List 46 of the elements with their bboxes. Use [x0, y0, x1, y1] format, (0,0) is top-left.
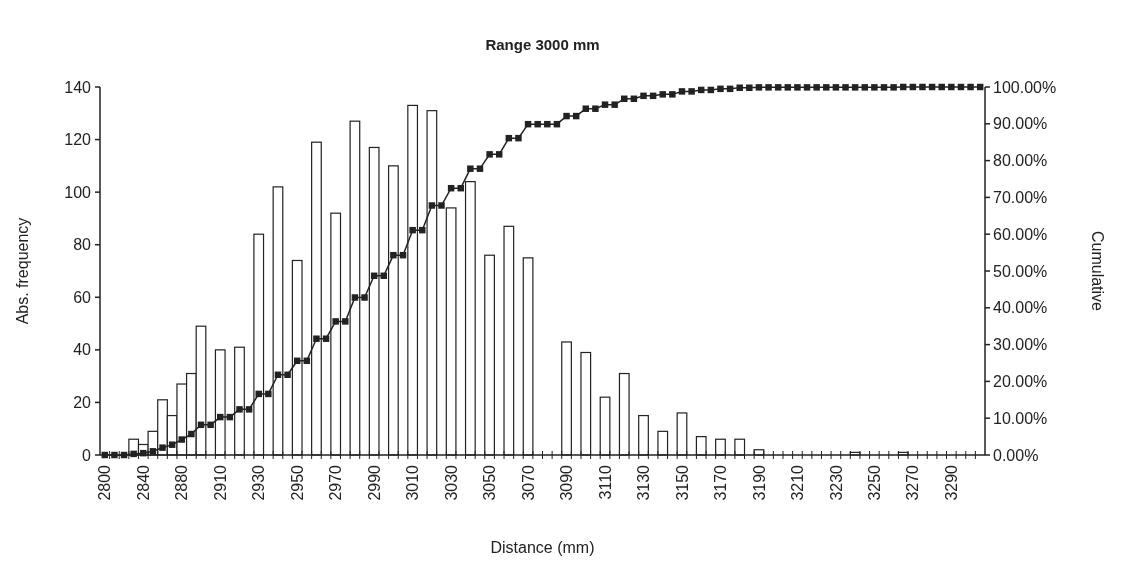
- y2-tick-label: 70.00%: [993, 189, 1048, 206]
- x-tick-label: 2950: [288, 464, 306, 501]
- y2-axis-title: Cumulative: [1089, 230, 1106, 312]
- y-tick-label: 0: [82, 446, 92, 464]
- x-tick-label: 2910: [211, 464, 229, 501]
- x-tick-label: 2840: [134, 464, 152, 501]
- y2-tick-label: 100.00%: [993, 78, 1057, 96]
- x-tick-label: 3030: [442, 464, 460, 501]
- y2-tick-label: 10.00%: [993, 409, 1048, 427]
- x-tick-label: 3010: [404, 464, 422, 501]
- x-tick-label: 2880: [173, 464, 191, 501]
- x-tick-label: 3070: [519, 464, 537, 501]
- x-axis-title: Distance (mm): [490, 539, 595, 556]
- x-tick-label: 3170: [712, 464, 730, 501]
- y2-tick-label: 30.00%: [993, 336, 1048, 354]
- x-tick-label: 3210: [789, 464, 807, 501]
- x-tick-label: 3230: [827, 464, 845, 501]
- x-tick-label: 3090: [558, 464, 576, 501]
- y-tick-label: 100: [64, 183, 92, 201]
- y2-tick-label: 80.00%: [993, 152, 1048, 170]
- y-axis-title: Abs. frequency: [14, 217, 31, 325]
- chart-title: Range 3000 mm: [485, 36, 600, 53]
- y2-tick-label: 0.00%: [993, 446, 1039, 464]
- y-tick-label: 120: [64, 131, 92, 149]
- y-tick-label: 80: [73, 236, 92, 254]
- x-tick-label: 2800: [96, 464, 114, 501]
- x-tick-label: 3050: [481, 464, 499, 501]
- y-tick-label: 20: [73, 394, 92, 412]
- x-tick-label: 3250: [865, 464, 883, 501]
- y-tick-label: 60: [73, 288, 92, 306]
- y2-tick-label: 40.00%: [993, 299, 1048, 317]
- x-tick-label: 3270: [904, 464, 922, 501]
- x-tick-label: 3290: [942, 464, 960, 501]
- x-tick-label: 3190: [750, 464, 768, 501]
- y2-tick-label: 60.00%: [993, 225, 1048, 243]
- x-tick-label: 3110: [596, 464, 614, 500]
- x-tick-label: 3130: [635, 464, 653, 501]
- x-tick-label: 2930: [250, 464, 268, 501]
- y2-tick-label: 90.00%: [993, 115, 1048, 133]
- y-tick-label: 140: [64, 78, 92, 96]
- y-tick-label: 40: [73, 341, 92, 359]
- y2-tick-label: 20.00%: [993, 373, 1048, 390]
- x-tick-label: 2970: [327, 464, 345, 501]
- x-tick-label: 2990: [365, 464, 383, 501]
- y2-tick-label: 50.00%: [993, 262, 1048, 280]
- x-tick-label: 3150: [673, 464, 691, 501]
